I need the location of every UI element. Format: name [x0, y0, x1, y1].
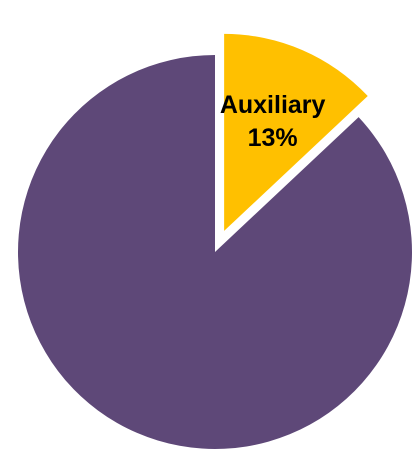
- slice-label-value: 13%: [248, 124, 298, 152]
- slice-label-name: Auxiliary: [220, 91, 326, 119]
- pie-slice-other: [17, 55, 413, 449]
- pie-slice-auxiliary: [224, 33, 368, 231]
